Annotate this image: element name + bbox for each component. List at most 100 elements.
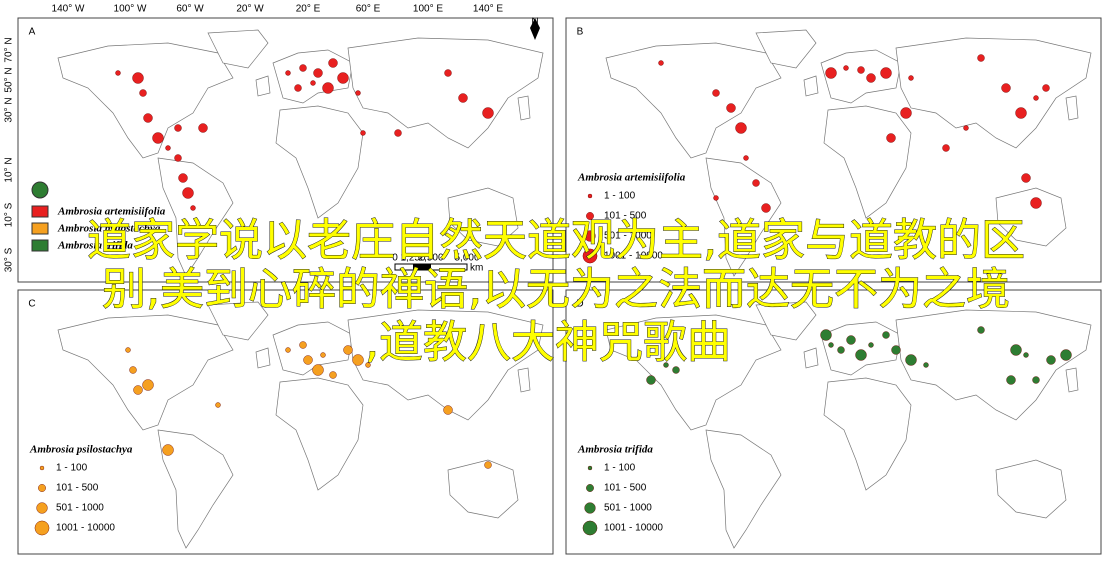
top-axis-label: 100° W (114, 4, 147, 15)
legend-item: 501 - 1000 (56, 503, 104, 514)
occurrence-dot (115, 70, 121, 76)
scale-unit: km (470, 263, 483, 274)
legend-item: 501 - 1000 (604, 503, 652, 514)
top-axis-label: 60° E (356, 4, 381, 15)
occurrence-dot (1030, 197, 1042, 209)
legend-symbol (38, 484, 46, 492)
occurrence-dot (1006, 375, 1016, 385)
occurrence-dot (178, 173, 188, 183)
occurrence-dot (825, 67, 837, 79)
north-arrow (530, 18, 540, 40)
occurrence-dot (820, 329, 832, 341)
occurrence-dot (303, 355, 313, 365)
occurrence-dot (182, 187, 194, 199)
legend-title: Ambrosia trifida (577, 444, 653, 456)
occurrence-dot (458, 93, 468, 103)
occurrence-dot (646, 375, 656, 385)
occurrence-dot (313, 68, 323, 78)
occurrence-dot (900, 107, 912, 119)
panel-label: A (29, 27, 36, 38)
occurrence-dot (726, 103, 736, 113)
legend-pie (31, 181, 49, 199)
panel-label: C (28, 299, 35, 310)
occurrence-dot (672, 366, 680, 374)
occurrence-dot (1042, 84, 1050, 92)
legend-item: 1 - 100 (604, 463, 636, 474)
top-axis-label: 100° E (413, 4, 443, 15)
occurrence-dot (868, 342, 874, 348)
occurrence-dot (663, 362, 669, 368)
occurrence-dot (880, 67, 892, 79)
scale-bar-fill (413, 264, 431, 270)
occurrence-dot (713, 195, 719, 201)
scale-label: 2,500 (418, 253, 443, 264)
occurrence-dot (905, 354, 917, 366)
left-axis-label: 30° S (4, 247, 15, 272)
legend-symbol (34, 520, 50, 536)
occurrence-dot (299, 64, 307, 72)
occurrence-dot (886, 133, 896, 143)
occurrence-dot (133, 385, 143, 395)
occurrence-dot (1033, 95, 1039, 101)
top-axis-label: 140° W (52, 4, 85, 15)
legend-symbol (586, 212, 594, 220)
occurrence-dot (977, 54, 985, 62)
occurrence-dot (198, 123, 208, 133)
occurrence-dot (1021, 173, 1031, 183)
top-axis-label: 20° E (296, 4, 321, 15)
occurrence-dot (365, 362, 371, 368)
occurrence-dot (1046, 355, 1056, 365)
legend-swatch (31, 222, 49, 235)
legend-entry: Ambrosia psilostachya (57, 223, 161, 235)
occurrence-dot (125, 347, 131, 353)
occurrence-dot (132, 72, 144, 84)
legend-item: 101 - 500 (604, 483, 647, 494)
legend-symbol (584, 230, 596, 242)
map-panel: B Ambrosia artemisiifolia 1 - 100 101 - 500… (565, 17, 1102, 283)
occurrence-dot (752, 179, 760, 187)
occurrence-dot (712, 89, 720, 97)
occurrence-dot (312, 364, 324, 376)
occurrence-dot (484, 461, 492, 469)
scale-label: 1,250 (400, 253, 425, 264)
occurrence-dot (360, 130, 366, 136)
scale-label: 0 (392, 253, 398, 264)
legend-entry: Ambrosia artemisiifolia (57, 206, 166, 218)
occurrence-dot (328, 58, 338, 68)
top-axis-label: 60° W (176, 4, 204, 15)
map-panel: C Ambrosia psilostachya 1 - 100 101 - 500 50… (17, 289, 554, 555)
legend-item: 101 - 500 (604, 211, 647, 222)
occurrence-dot (908, 75, 914, 81)
occurrence-dot (735, 122, 747, 134)
legend-symbol (582, 248, 598, 264)
legend-symbol (39, 465, 45, 471)
top-axis-label: 140° E (473, 4, 503, 15)
occurrence-dot (129, 366, 137, 374)
occurrence-dot (320, 352, 326, 358)
occurrence-dot (352, 354, 364, 366)
map-panel: D Ambrosia trifida 1 - 100 101 - 500 501 - 1… (565, 289, 1102, 555)
occurrence-dot (837, 346, 845, 354)
panel-label: D (576, 299, 583, 310)
occurrence-dot (658, 60, 664, 66)
overlay-text: 道家学说以老庄自然天道观为主,道家与道教的区 (87, 215, 1025, 266)
panel-label: B (577, 27, 584, 38)
occurrence-dot (285, 347, 291, 353)
scale-label: 5,000 (454, 253, 479, 264)
occurrence-dot (855, 349, 867, 361)
legend-item: 501 - 1000 (604, 231, 652, 242)
occurrence-dot (215, 402, 221, 408)
left-axis-label: 70° N (4, 37, 15, 62)
legend-item: 1001 - 10000 (56, 523, 115, 534)
left-axis-label: 50° N (4, 67, 15, 92)
legend-symbol (587, 465, 593, 471)
left-axis-label: 10° S (4, 202, 15, 227)
occurrence-dot (343, 345, 353, 355)
occurrence-dot (142, 379, 154, 391)
occurrence-dot (190, 205, 196, 211)
left-axis-label: 10° N (4, 157, 15, 182)
occurrence-dot (143, 113, 153, 123)
occurrence-dot (139, 89, 147, 97)
legend-entry: Ambrosia trifida (57, 240, 133, 252)
